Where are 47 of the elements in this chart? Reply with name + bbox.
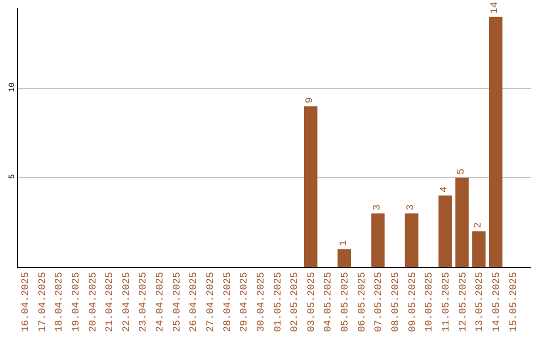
data-label: 2 xyxy=(473,222,484,228)
x-tick-label: 01.05.2025 xyxy=(273,272,284,332)
x-tick-label: 13.05.2025 xyxy=(475,272,486,332)
x-tick-label: 11.05.2025 xyxy=(441,272,452,332)
data-label: 14 xyxy=(490,2,502,14)
x-tick-label: 14.05.2025 xyxy=(492,272,503,332)
data-label: 3 xyxy=(372,204,384,210)
x-tick-label: 23.04.2025 xyxy=(138,272,150,332)
x-tick-label: 22.04.2025 xyxy=(122,272,133,332)
x-tick-label: 24.04.2025 xyxy=(156,272,167,332)
x-tick-label: 03.05.2025 xyxy=(306,272,318,332)
bar xyxy=(304,106,318,267)
x-tick-label: 16.04.2025 xyxy=(20,272,32,332)
data-label: 5 xyxy=(456,168,468,175)
data-label: 9 xyxy=(305,97,316,104)
bar xyxy=(455,178,469,267)
x-tick-label: 05.05.2025 xyxy=(340,272,352,332)
x-tick-label: 09.05.2025 xyxy=(408,272,419,332)
bar xyxy=(338,249,352,267)
x-tick-label: 19.04.2025 xyxy=(71,272,82,332)
data-label: 3 xyxy=(406,204,418,210)
x-tick-label: 28.04.2025 xyxy=(222,272,234,332)
bar xyxy=(404,213,418,267)
x-tick-label: 30.04.2025 xyxy=(256,272,268,332)
x-tick-label: 08.05.2025 xyxy=(391,272,402,332)
x-tick-label: 25.04.2025 xyxy=(172,272,184,332)
x-tick-label: 21.04.2025 xyxy=(105,272,116,332)
x-tick-label: 20.04.2025 xyxy=(88,272,100,332)
x-tick-label: 27.04.2025 xyxy=(206,272,217,332)
bar xyxy=(438,196,452,267)
x-tick-label: 04.05.2025 xyxy=(324,272,335,332)
x-tick-label: 15.05.2025 xyxy=(508,272,520,332)
y-tick-label: 10 xyxy=(8,82,17,92)
x-tick-label: 10.05.2025 xyxy=(424,272,436,332)
bar xyxy=(371,213,385,267)
x-tick-label: 02.05.2025 xyxy=(290,272,302,332)
bar xyxy=(472,231,486,267)
data-label: 1 xyxy=(338,240,350,246)
x-tick-label: 12.05.2025 xyxy=(458,272,470,332)
x-tick-label: 18.04.2025 xyxy=(54,272,66,332)
x-tick-label: 07.05.2025 xyxy=(374,272,386,332)
x-tick-label: 06.05.2025 xyxy=(357,272,368,332)
bar xyxy=(488,16,502,267)
data-label: 4 xyxy=(440,186,451,193)
x-tick-label: 17.04.2025 xyxy=(38,272,49,332)
x-tick-label: 29.04.2025 xyxy=(240,272,251,332)
x-tick-label: 26.04.2025 xyxy=(189,272,200,332)
